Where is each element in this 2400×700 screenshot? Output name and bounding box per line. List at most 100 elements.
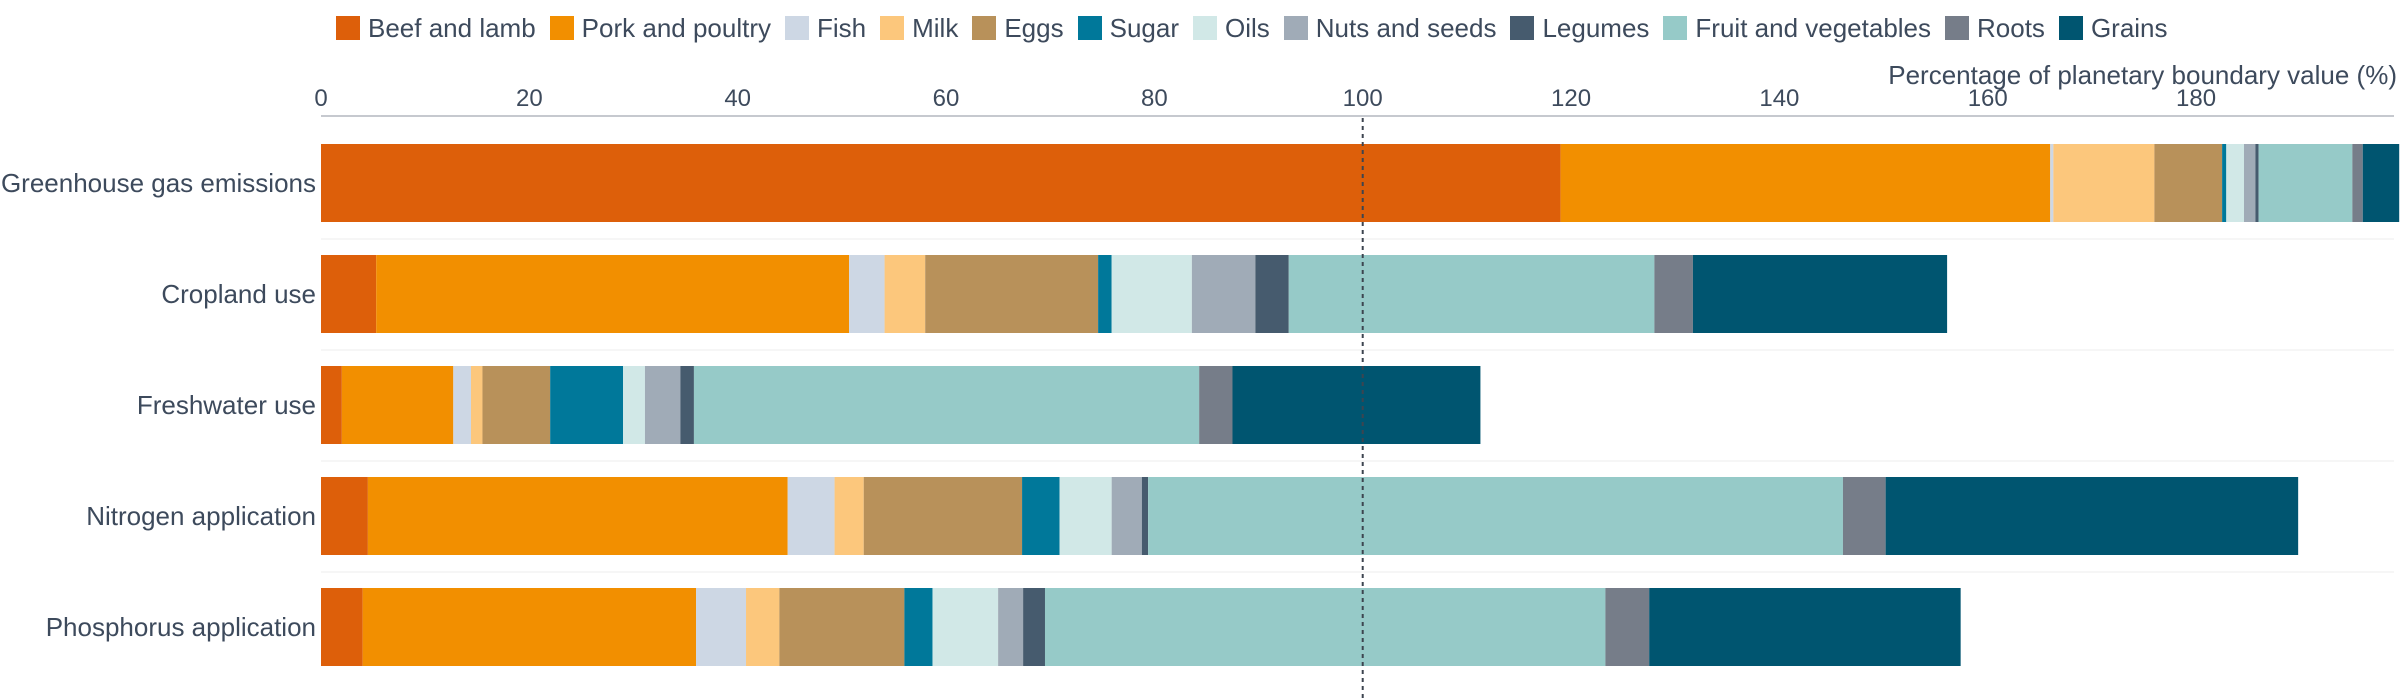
bar-segment bbox=[1842, 477, 1886, 555]
legend-swatch bbox=[880, 16, 905, 40]
bar-segment bbox=[1255, 255, 1289, 333]
legend-item: Pork and poultry bbox=[549, 12, 771, 44]
bar-segment bbox=[680, 366, 694, 444]
legend-swatch bbox=[336, 16, 360, 40]
bar-segment bbox=[849, 255, 885, 333]
bar-segment bbox=[1111, 255, 1192, 333]
x-tick-label: 0 bbox=[314, 85, 327, 112]
bar-segment bbox=[367, 477, 788, 555]
bar-segment bbox=[321, 588, 363, 666]
category-label: Phosphorus application bbox=[46, 612, 316, 642]
bar-segment bbox=[696, 588, 747, 666]
bar-segment bbox=[746, 588, 780, 666]
bar-segment bbox=[863, 477, 1023, 555]
legend-swatch bbox=[1283, 16, 1308, 40]
bar-segment bbox=[321, 477, 368, 555]
legend-swatch bbox=[2058, 16, 2083, 40]
x-axis-title: Percentage of planetary boundary value (… bbox=[1888, 60, 2397, 90]
legend-swatch bbox=[549, 16, 574, 40]
legend-swatch bbox=[1510, 16, 1535, 40]
bar-segment bbox=[904, 588, 933, 666]
category-label: Freshwater use bbox=[137, 390, 316, 420]
legend-label: Oils bbox=[1225, 12, 1270, 43]
bar-segment bbox=[2053, 144, 2155, 222]
bar-segment bbox=[623, 366, 645, 444]
legend-label: Grains bbox=[2090, 12, 2168, 43]
bar-segment bbox=[471, 366, 483, 444]
category-label: Cropland use bbox=[161, 279, 316, 309]
bar-segment bbox=[925, 255, 1099, 333]
x-tick-label: 60 bbox=[933, 85, 960, 112]
legend-swatch bbox=[1663, 16, 1688, 40]
legend-label: Sugar bbox=[1109, 12, 1179, 43]
legend-item: Nuts and seeds bbox=[1283, 12, 1497, 44]
bar-segment bbox=[453, 366, 472, 444]
legend-label: Pork and poultry bbox=[581, 12, 771, 43]
bar-segment bbox=[2258, 144, 2353, 222]
bar-segment bbox=[1098, 255, 1112, 333]
bar-segment bbox=[1044, 588, 1606, 666]
bar-segment bbox=[2255, 144, 2259, 222]
bar-segment bbox=[2352, 144, 2363, 222]
legend-item: Oils bbox=[1193, 13, 1270, 44]
x-tick-label: 80 bbox=[1141, 85, 1168, 112]
x-tick-label: 180 bbox=[2176, 85, 2216, 112]
bar-segment bbox=[644, 366, 681, 444]
legend-item: Fish bbox=[785, 13, 866, 44]
legend-item: Fruit and vegetables bbox=[1663, 13, 1931, 44]
legend-label: Nuts and seeds bbox=[1315, 12, 1497, 43]
legend-swatch bbox=[1193, 16, 1217, 40]
bar-segment bbox=[2243, 144, 2256, 222]
bar-segment bbox=[2050, 144, 2054, 222]
x-tick-label: 40 bbox=[724, 85, 751, 112]
bar-segment bbox=[550, 366, 624, 444]
legend-item: Beef and lamb bbox=[336, 13, 536, 44]
legend-item: Legumes bbox=[1510, 13, 1649, 44]
legend-label: Fruit and vegetables bbox=[1695, 12, 1932, 43]
bar-segment bbox=[321, 366, 342, 444]
bar-segment bbox=[1232, 366, 1481, 444]
bar-segment bbox=[1605, 588, 1650, 666]
bar-segment bbox=[998, 588, 1024, 666]
bar-segment bbox=[1560, 144, 2051, 222]
legend-item: Grains bbox=[2058, 12, 2168, 44]
bar-segment bbox=[932, 588, 999, 666]
bar-segment bbox=[1022, 477, 1060, 555]
legend-swatch bbox=[1945, 16, 1970, 40]
bar-segment bbox=[779, 588, 905, 666]
legend-label: Roots bbox=[1977, 12, 2045, 43]
x-tick-label: 100 bbox=[1343, 85, 1383, 112]
category-label: Greenhouse gas emissions bbox=[1, 168, 316, 198]
bar-segment bbox=[362, 588, 697, 666]
legend-swatch bbox=[972, 16, 997, 40]
legend-label: Legumes bbox=[1542, 12, 1650, 43]
bar-segment bbox=[1654, 255, 1693, 333]
bar-segment bbox=[1191, 255, 1256, 333]
legend-label: Beef and lamb bbox=[368, 12, 536, 43]
legend-item: Eggs bbox=[972, 13, 1064, 44]
legend-item: Sugar bbox=[1077, 12, 1179, 44]
bar-segment bbox=[1288, 255, 1655, 333]
x-tick-label: 160 bbox=[1968, 85, 2008, 112]
bar-segment bbox=[1885, 477, 2299, 555]
bar-segment bbox=[321, 255, 377, 333]
legend: Beef and lamb Pork and poultry Fish Milk Egg… bbox=[336, 10, 2182, 46]
bar-segment bbox=[1649, 588, 1961, 666]
bar-segment bbox=[341, 366, 454, 444]
bar-segment bbox=[884, 255, 926, 333]
bar-segment bbox=[1141, 477, 1149, 555]
legend-label: Milk bbox=[912, 12, 959, 43]
bar-segment bbox=[693, 366, 1200, 444]
legend-swatch bbox=[1077, 16, 1102, 40]
category-label: Nitrogen application bbox=[86, 501, 316, 531]
bar-segment bbox=[2154, 144, 2223, 222]
legend-swatch bbox=[785, 16, 809, 40]
bar-segment bbox=[1023, 588, 1045, 666]
bar-segment bbox=[321, 144, 1561, 222]
bar-segment bbox=[2222, 144, 2227, 222]
bar-segment bbox=[1059, 477, 1112, 555]
legend-label: Fish bbox=[817, 12, 867, 43]
bar-segment bbox=[1692, 255, 1948, 333]
